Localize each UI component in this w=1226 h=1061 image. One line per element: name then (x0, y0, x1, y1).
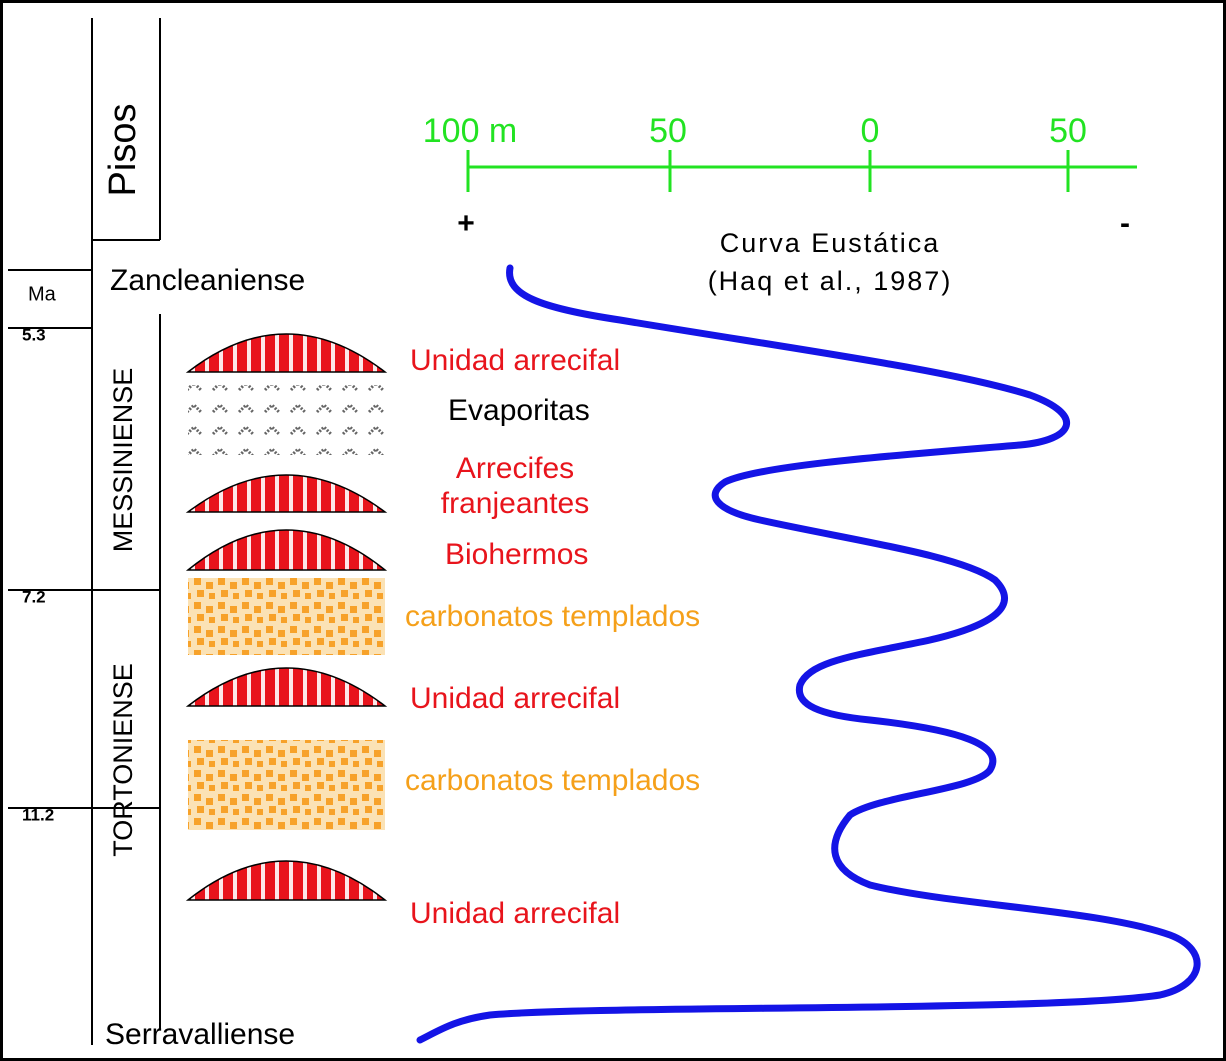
lithology-symbols (188, 334, 385, 900)
scale-label: 50 (1049, 112, 1087, 150)
unit-label: Evaporitas (448, 394, 590, 427)
plus-sign: + (457, 207, 475, 240)
age: 5.3 (22, 325, 46, 344)
age: 7.2 (22, 587, 46, 606)
age-unit: Ma (28, 283, 57, 305)
unit-label: carbonatos templados (405, 764, 700, 797)
minus-sign: - (1120, 207, 1130, 240)
scale-label: 100 m (423, 112, 518, 150)
eustatic-scale (468, 150, 1137, 192)
column-title: Pisos (102, 104, 144, 197)
stage-label: Zancleaniense (110, 264, 305, 297)
stratigraphic-diagram: Pisos Ma 5.3 7.2 11.2 Zancleaniense MESS… (0, 0, 1226, 1061)
unit-label: Unidad arrecifal (410, 344, 620, 377)
curve-source: (Haq et al., 1987) (708, 266, 953, 296)
stage-label: TORTONIENSE (108, 663, 138, 857)
stage-label: MESSINIENSE (108, 368, 138, 553)
curve-title: Curva Eustática (720, 228, 941, 258)
scale-label: 0 (861, 112, 880, 150)
scale-label: 50 (649, 112, 687, 150)
age: 11.2 (22, 805, 54, 824)
unit-label: Unidad arrecifal (410, 897, 620, 930)
unit-label: Arrecifes (456, 452, 574, 485)
stage-label: Serravalliense (105, 1018, 295, 1051)
unit-label: Biohermos (445, 538, 588, 571)
unit-label: franjeantes (441, 487, 589, 520)
unit-label: Unidad arrecifal (410, 682, 620, 715)
unit-label: carbonatos templados (405, 600, 700, 633)
